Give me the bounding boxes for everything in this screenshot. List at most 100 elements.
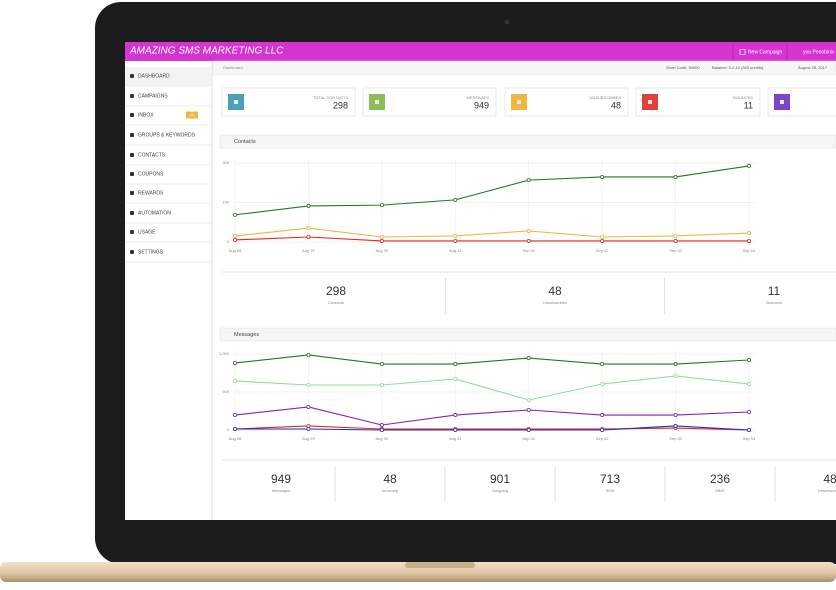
menu-icon <box>130 153 134 157</box>
messages-summary: 949 Messages 48 Incoming 901 Outgoing 713 SMS 23… <box>222 459 836 502</box>
data-point <box>673 174 678 179</box>
data-point <box>379 234 384 239</box>
data-point <box>747 238 752 243</box>
menu-item[interactable]: CAMPAIGNS <box>138 93 168 99</box>
stat-icon-glyph <box>780 100 784 104</box>
data-point <box>379 238 384 243</box>
summary-value: 901 <box>490 472 510 486</box>
x-tick-label: Aug 28 <box>229 248 242 253</box>
series-line <box>234 425 750 431</box>
data-point <box>306 383 311 388</box>
balance: Balance: 5-0.10 (502 credits) <box>712 65 764 70</box>
data-point <box>453 233 458 238</box>
x-tick-label: Aug 31 <box>449 248 462 253</box>
y-tick-label: 300 <box>222 160 229 165</box>
data-point <box>747 358 752 363</box>
y-tick-label: 0 <box>227 427 230 432</box>
stat-icon-glyph <box>517 100 521 104</box>
stat-card <box>221 87 356 117</box>
menu-icon <box>130 133 134 137</box>
summary-label: Unsubscribes <box>818 488 836 493</box>
data-point <box>526 408 531 413</box>
breadcrumb-bar <box>212 60 836 76</box>
data-point <box>673 362 678 367</box>
menu-item[interactable]: REWARDS <box>138 190 164 196</box>
stat-value: 949 <box>474 100 489 110</box>
data-point <box>526 356 531 361</box>
date: August 28, 2017 <box>798 65 828 70</box>
x-tick-label: Sep 02 <box>596 436 609 441</box>
panel-header <box>219 134 836 149</box>
series-line <box>234 375 750 401</box>
summary-value: 949 <box>271 472 291 486</box>
summary-value: 298 <box>326 284 346 298</box>
stat-icon-glyph <box>375 100 379 104</box>
series-line <box>235 425 750 431</box>
stat-card <box>362 87 497 117</box>
data-point <box>379 203 384 208</box>
menu-item[interactable]: USAGE <box>138 229 156 235</box>
menu-item[interactable]: DASHBOARD <box>138 73 170 79</box>
data-point <box>673 413 678 418</box>
x-tick-label: Aug 28 <box>229 436 242 441</box>
panel-header <box>219 327 836 342</box>
data-point <box>600 382 605 387</box>
summary-value: 11 <box>768 284 781 298</box>
user-menu[interactable]: you Penobiniv <box>803 49 835 55</box>
badge <box>186 111 198 119</box>
x-tick-label: Aug 31 <box>449 436 462 441</box>
stat-value: 48 <box>611 100 621 110</box>
data-point <box>379 362 384 367</box>
data-point <box>306 234 311 239</box>
new-campaign[interactable]: New Campaign <box>748 49 782 55</box>
data-point <box>306 226 311 231</box>
menu-icon <box>130 172 134 176</box>
x-tick-label: Sep 02 <box>596 248 609 253</box>
data-point <box>526 397 531 402</box>
menu-item[interactable]: COUPONS <box>138 171 164 177</box>
data-point <box>453 197 458 202</box>
menu-item[interactable]: GROUPS & KEYWORDS <box>138 132 196 138</box>
menu-icon <box>130 74 134 78</box>
stat-label: BOUNCES <box>733 95 753 100</box>
data-point <box>232 427 237 432</box>
summary-label: Messages <box>272 488 290 493</box>
data-point <box>232 233 237 238</box>
badge-count: 11 <box>190 112 195 117</box>
data-point <box>526 427 531 432</box>
screen <box>125 42 836 520</box>
stat-icon-glyph <box>234 100 238 104</box>
data-point <box>232 378 237 383</box>
summary-value: 236 <box>710 472 730 486</box>
data-point <box>453 362 458 367</box>
menu-icon <box>130 211 134 215</box>
messages-chart: Aug 28 Aug 29 Aug 30 Aug 31 Sep 01 Sep 02 Sep … <box>219 350 756 441</box>
base-notch <box>405 562 475 568</box>
data-point <box>306 404 311 409</box>
x-tick-label: Sep 03 <box>669 436 682 441</box>
data-point <box>600 238 605 243</box>
summary-label: SMS <box>606 488 615 493</box>
data-point <box>747 163 752 168</box>
brand[interactable]: AMAZING SMS MARKETING LLC <box>129 46 284 57</box>
contacts-summary: 298 Contacts 48 Unsubscribes 11 Bounces <box>222 271 836 314</box>
menu-icon <box>130 191 134 195</box>
menu-item[interactable]: AUTOMATION <box>138 210 171 216</box>
summary-label: Unsubscribes <box>543 300 567 305</box>
menu-item[interactable]: CONTACTS <box>138 152 166 158</box>
data-point <box>379 422 384 427</box>
active-item <box>125 67 212 86</box>
stat-value: 11 <box>744 100 753 110</box>
menu-item[interactable]: INBOX <box>138 112 154 118</box>
data-point <box>747 231 752 236</box>
breadcrumb[interactable]: Dashboard <box>223 65 243 70</box>
data-point <box>600 234 605 239</box>
x-tick-label: Sep 01 <box>522 248 535 253</box>
data-point <box>453 238 458 243</box>
data-point <box>306 203 311 208</box>
data-point <box>747 427 752 432</box>
data-point <box>232 237 237 242</box>
menu-item[interactable]: SETTINGS <box>138 249 164 255</box>
data-point <box>232 413 237 418</box>
stat-label: MESSAGES <box>467 95 490 100</box>
